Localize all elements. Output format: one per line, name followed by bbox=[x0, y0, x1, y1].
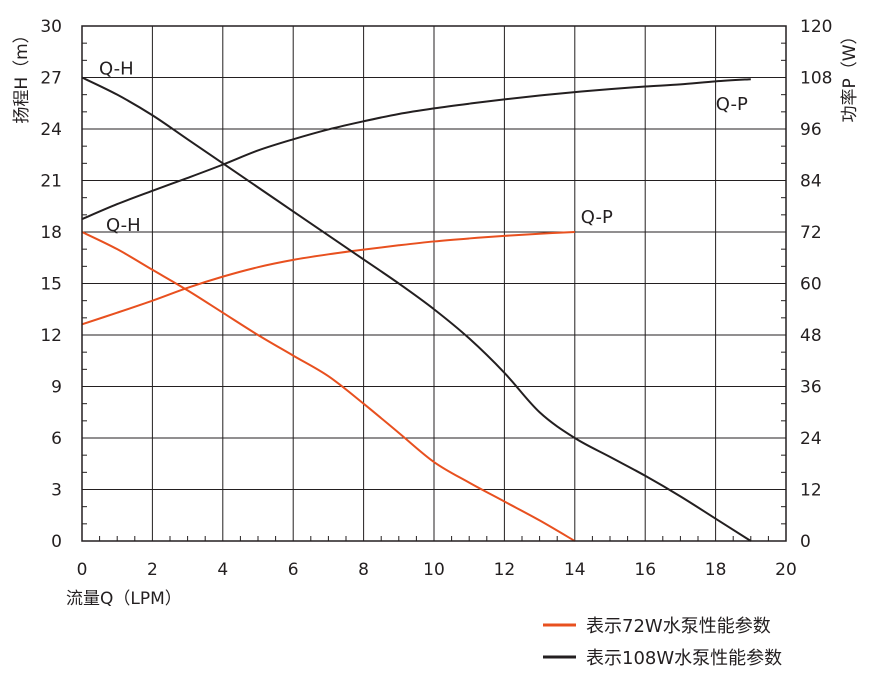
x-tick-label: 16 bbox=[634, 560, 656, 580]
x-tick-label: 18 bbox=[705, 560, 727, 580]
curve-label-q-p-72w: Q-P bbox=[581, 207, 613, 228]
left-axis-title: 扬程H（m） bbox=[12, 26, 32, 123]
right-tick-label: 24 bbox=[800, 429, 822, 449]
x-tick-label: 14 bbox=[564, 560, 586, 580]
x-tick-label: 2 bbox=[147, 560, 158, 580]
legend-label-108w: 表示108W水泵性能参数 bbox=[586, 648, 782, 669]
left-tick-label: 9 bbox=[51, 378, 62, 398]
curve-labels: Q-H Q-P Q-H Q-P bbox=[99, 59, 748, 237]
left-tick-label: 3 bbox=[51, 481, 62, 501]
plot-frame bbox=[81, 25, 787, 542]
right-tick-label: 120 bbox=[800, 17, 832, 37]
x-tick-label: 0 bbox=[77, 560, 88, 580]
right-tick-label: 0 bbox=[800, 532, 811, 552]
left-tick-label: 27 bbox=[40, 69, 62, 89]
left-tick-label: 12 bbox=[40, 326, 62, 346]
right-tick-label: 96 bbox=[800, 120, 822, 140]
right-axis-title: 功率P（W） bbox=[840, 27, 860, 122]
x-tick-label: 10 bbox=[423, 560, 445, 580]
left-tick-label: 30 bbox=[40, 17, 62, 37]
left-tick-label: 6 bbox=[51, 429, 62, 449]
legend: 表示72W水泵性能参数 表示108W水泵性能参数 bbox=[543, 616, 782, 669]
right-tick-label: 72 bbox=[800, 223, 822, 243]
curve-label-q-p-108w: Q-P bbox=[716, 94, 748, 115]
curve-label-q-h-108w: Q-H bbox=[99, 59, 134, 80]
right-tick-label: 84 bbox=[800, 172, 822, 192]
curve-q-p-108w bbox=[81, 78, 751, 221]
right-tick-label: 60 bbox=[800, 275, 822, 295]
curve-label-q-h-72w: Q-H bbox=[106, 215, 141, 236]
curves bbox=[81, 76, 752, 542]
x-tick-label: 20 bbox=[775, 560, 797, 580]
left-tick-label: 18 bbox=[40, 223, 62, 243]
x-tick-label: 4 bbox=[217, 560, 228, 580]
right-tick-label: 12 bbox=[800, 481, 822, 501]
right-tick-label: 108 bbox=[800, 69, 832, 89]
left-tick-label: 24 bbox=[40, 120, 62, 140]
curve-q-h-72w bbox=[81, 231, 576, 542]
x-tick-label: 6 bbox=[288, 560, 299, 580]
left-tick-label: 15 bbox=[40, 275, 62, 295]
curve-q-p-72w bbox=[81, 231, 575, 326]
grid bbox=[82, 26, 786, 541]
x-tick-label: 8 bbox=[358, 560, 369, 580]
left-tick-label: 0 bbox=[51, 532, 62, 552]
curve-q-h-108w bbox=[81, 76, 752, 542]
plot-border bbox=[81, 25, 787, 542]
x-axis-title: 流量Q（LPM） bbox=[66, 589, 182, 609]
legend-label-72w: 表示72W水泵性能参数 bbox=[586, 616, 771, 637]
right-tick-label: 48 bbox=[800, 326, 822, 346]
left-tick-label: 21 bbox=[40, 172, 62, 192]
x-tick-label: 12 bbox=[494, 560, 516, 580]
right-tick-label: 36 bbox=[800, 378, 822, 398]
